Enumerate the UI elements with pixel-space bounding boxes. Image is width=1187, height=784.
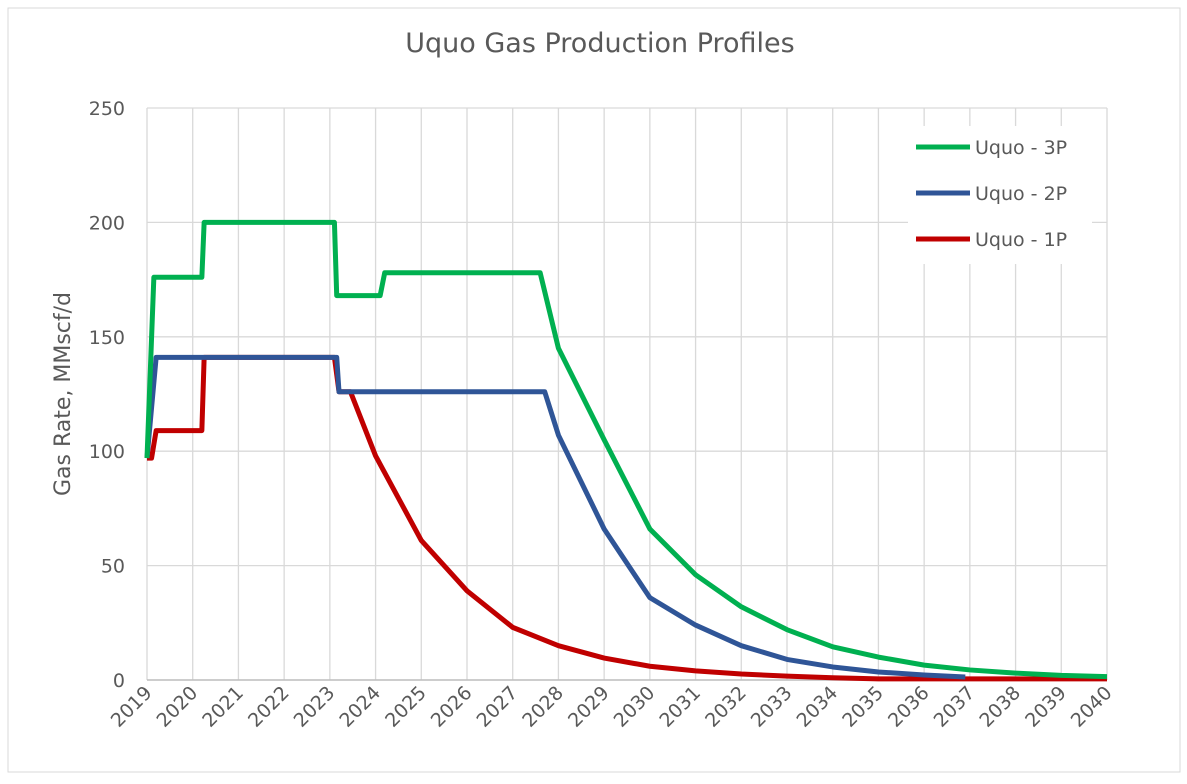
legend-label: Uquo - 1P — [975, 229, 1067, 251]
y-tick-label: 150 — [89, 327, 125, 349]
y-tick-label: 50 — [101, 556, 125, 578]
legend-label: Uquo - 2P — [975, 183, 1067, 205]
series-line — [144, 219, 1108, 680]
series-line — [144, 354, 966, 680]
y-tick-label: 0 — [113, 670, 125, 692]
y-tick-label: 100 — [89, 441, 125, 463]
lines — [144, 219, 1108, 682]
y-axis-label: Gas Rate, MMscf/d — [51, 292, 76, 496]
legend-label: Uquo - 3P — [975, 137, 1067, 159]
y-tick-label: 200 — [89, 212, 125, 234]
legend: Uquo - 3P Uquo - 2P Uquo - 1P — [908, 126, 1092, 264]
y-tick-label: 250 — [89, 98, 125, 120]
chart-title: Uquo Gas Production Profiles — [405, 28, 794, 59]
series-line — [147, 354, 1107, 682]
